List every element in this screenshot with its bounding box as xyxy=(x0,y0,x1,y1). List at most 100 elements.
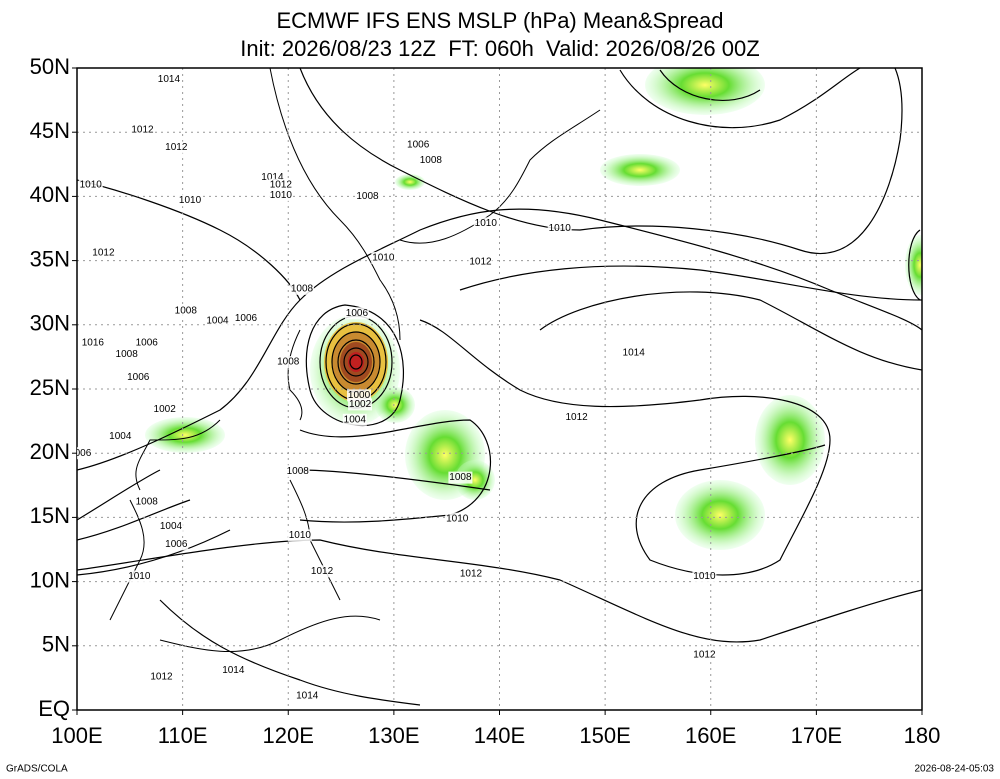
contour-label: 1012 xyxy=(460,569,483,580)
y-tick-label: 20N xyxy=(30,439,70,464)
contour-label: 1004 xyxy=(206,316,229,327)
y-tick-label: 50N xyxy=(30,54,70,79)
contour-label-bg xyxy=(268,189,293,202)
contour-label: 1008 xyxy=(277,357,300,368)
contour-label: 1012 xyxy=(469,257,492,268)
contour-label: 1008 xyxy=(136,497,159,508)
x-tick-label: 110E xyxy=(158,723,208,748)
contour-label-bg xyxy=(134,336,159,349)
contour-label-bg xyxy=(468,255,493,268)
contour-label-bg xyxy=(371,252,396,265)
contour-label-bg xyxy=(342,413,367,426)
contour-label-bg xyxy=(473,217,498,230)
contour-label: 1014 xyxy=(296,691,319,702)
contour-label: 1008 xyxy=(175,305,198,316)
contour-label: 1006 xyxy=(127,372,150,383)
contour-label-bg xyxy=(276,356,301,369)
contour-label-bg xyxy=(406,139,431,152)
contour-label: 1012 xyxy=(311,566,334,577)
contour-label-bg xyxy=(78,178,103,191)
x-tick-label: 140E xyxy=(474,723,525,748)
contour-label: 1008 xyxy=(420,155,443,166)
contour-label: 1010 xyxy=(475,218,498,229)
contour-label-bg xyxy=(152,403,177,416)
contour-label: 1006 xyxy=(407,140,430,151)
contour-label-bg xyxy=(234,312,258,325)
contour-label: 1004 xyxy=(109,431,132,442)
y-tick-label: 25N xyxy=(30,375,70,400)
contour-label-bg xyxy=(355,190,380,203)
contour-label: 1014 xyxy=(222,665,245,676)
contour-label-bg xyxy=(287,529,312,542)
contour-label: 1010 xyxy=(446,513,469,524)
contour-label: 1012 xyxy=(165,142,188,153)
x-tick-label: 180 xyxy=(904,723,941,748)
contour-label-bg xyxy=(127,570,152,583)
contour-label: 1010 xyxy=(179,195,202,206)
contour-label-bg xyxy=(221,664,246,677)
contour-label: 1004 xyxy=(344,414,367,425)
contour-label: 1016 xyxy=(82,337,105,348)
contour-label: 1006 xyxy=(136,337,159,348)
contour-label-bg xyxy=(77,447,93,460)
contour-label: 1008 xyxy=(291,283,314,294)
contour-label-bg xyxy=(295,689,320,702)
contour-label-bg xyxy=(285,465,310,478)
y-tick-label: 15N xyxy=(30,503,70,528)
contour-label: 1014 xyxy=(261,172,284,183)
contour-label: 1014 xyxy=(623,348,646,359)
contour-labels: 1014101210121010101010141012101010061008… xyxy=(77,73,717,702)
contour-label: 1006 xyxy=(346,308,369,319)
contour-label-bg xyxy=(547,222,572,235)
contour-label-bg xyxy=(164,538,189,551)
grid xyxy=(77,68,922,710)
typhoon-core xyxy=(305,304,405,426)
contour-label-bg xyxy=(80,336,105,349)
contour-label: 1010 xyxy=(80,179,103,190)
y-tick-label: 45N xyxy=(30,118,70,143)
contour-label: 1010 xyxy=(693,571,716,582)
y-tick-label: 30N xyxy=(30,311,70,336)
subtitle: Init: 2026/08/23 12Z FT: 060h Valid: 202… xyxy=(240,36,759,61)
contour-label-bg xyxy=(134,495,159,508)
contour-label: 1014 xyxy=(158,74,181,85)
contour-label-bg xyxy=(344,307,369,320)
contour-label: 1008 xyxy=(116,349,139,360)
contour-label: 1006 xyxy=(165,539,188,550)
contour-label-bg xyxy=(149,670,174,683)
contour-label: 1012 xyxy=(92,248,115,259)
contour-label: 1002 xyxy=(349,399,372,410)
contour-label: 1008 xyxy=(449,472,472,483)
map-layer xyxy=(77,68,922,706)
contour-label: 1002 xyxy=(154,404,177,415)
x-tick-label: 100E xyxy=(51,723,102,748)
x-tick-label: 160E xyxy=(685,723,736,748)
contour-label: 1008 xyxy=(287,466,310,477)
contour-label-bg xyxy=(159,520,184,533)
contour-label: 1010 xyxy=(549,223,572,234)
contour-label-bg xyxy=(205,314,230,327)
contour-label-bg xyxy=(692,648,717,661)
contour-label-bg xyxy=(114,348,139,361)
contour-label-bg xyxy=(448,471,473,484)
title: ECMWF IFS ENS MSLP (hPa) Mean&Spread xyxy=(276,8,723,33)
x-tick-label: 120E xyxy=(263,723,314,748)
contour-label: 1008 xyxy=(356,191,379,202)
footer-right: 2026-08-24-05:03 xyxy=(914,764,994,775)
x-tick-label: 170E xyxy=(791,723,842,748)
contour-label-bg xyxy=(108,430,133,443)
contour-label-bg xyxy=(458,567,483,580)
contour-label-bg xyxy=(418,154,443,167)
contour-label-bg xyxy=(268,178,293,191)
contour-label: 1006 xyxy=(235,313,258,324)
contour-label-bg xyxy=(692,570,717,583)
y-tick-label: 40N xyxy=(30,182,70,207)
contour-label-bg xyxy=(126,371,151,384)
footer-left: GrADS/COLA xyxy=(6,764,68,775)
contour-label: 1010 xyxy=(289,530,312,541)
contour-label: 1004 xyxy=(160,521,183,532)
contour-label-bg xyxy=(621,347,646,360)
contour-label: 1010 xyxy=(270,190,293,201)
contour-label-bg xyxy=(156,73,181,86)
